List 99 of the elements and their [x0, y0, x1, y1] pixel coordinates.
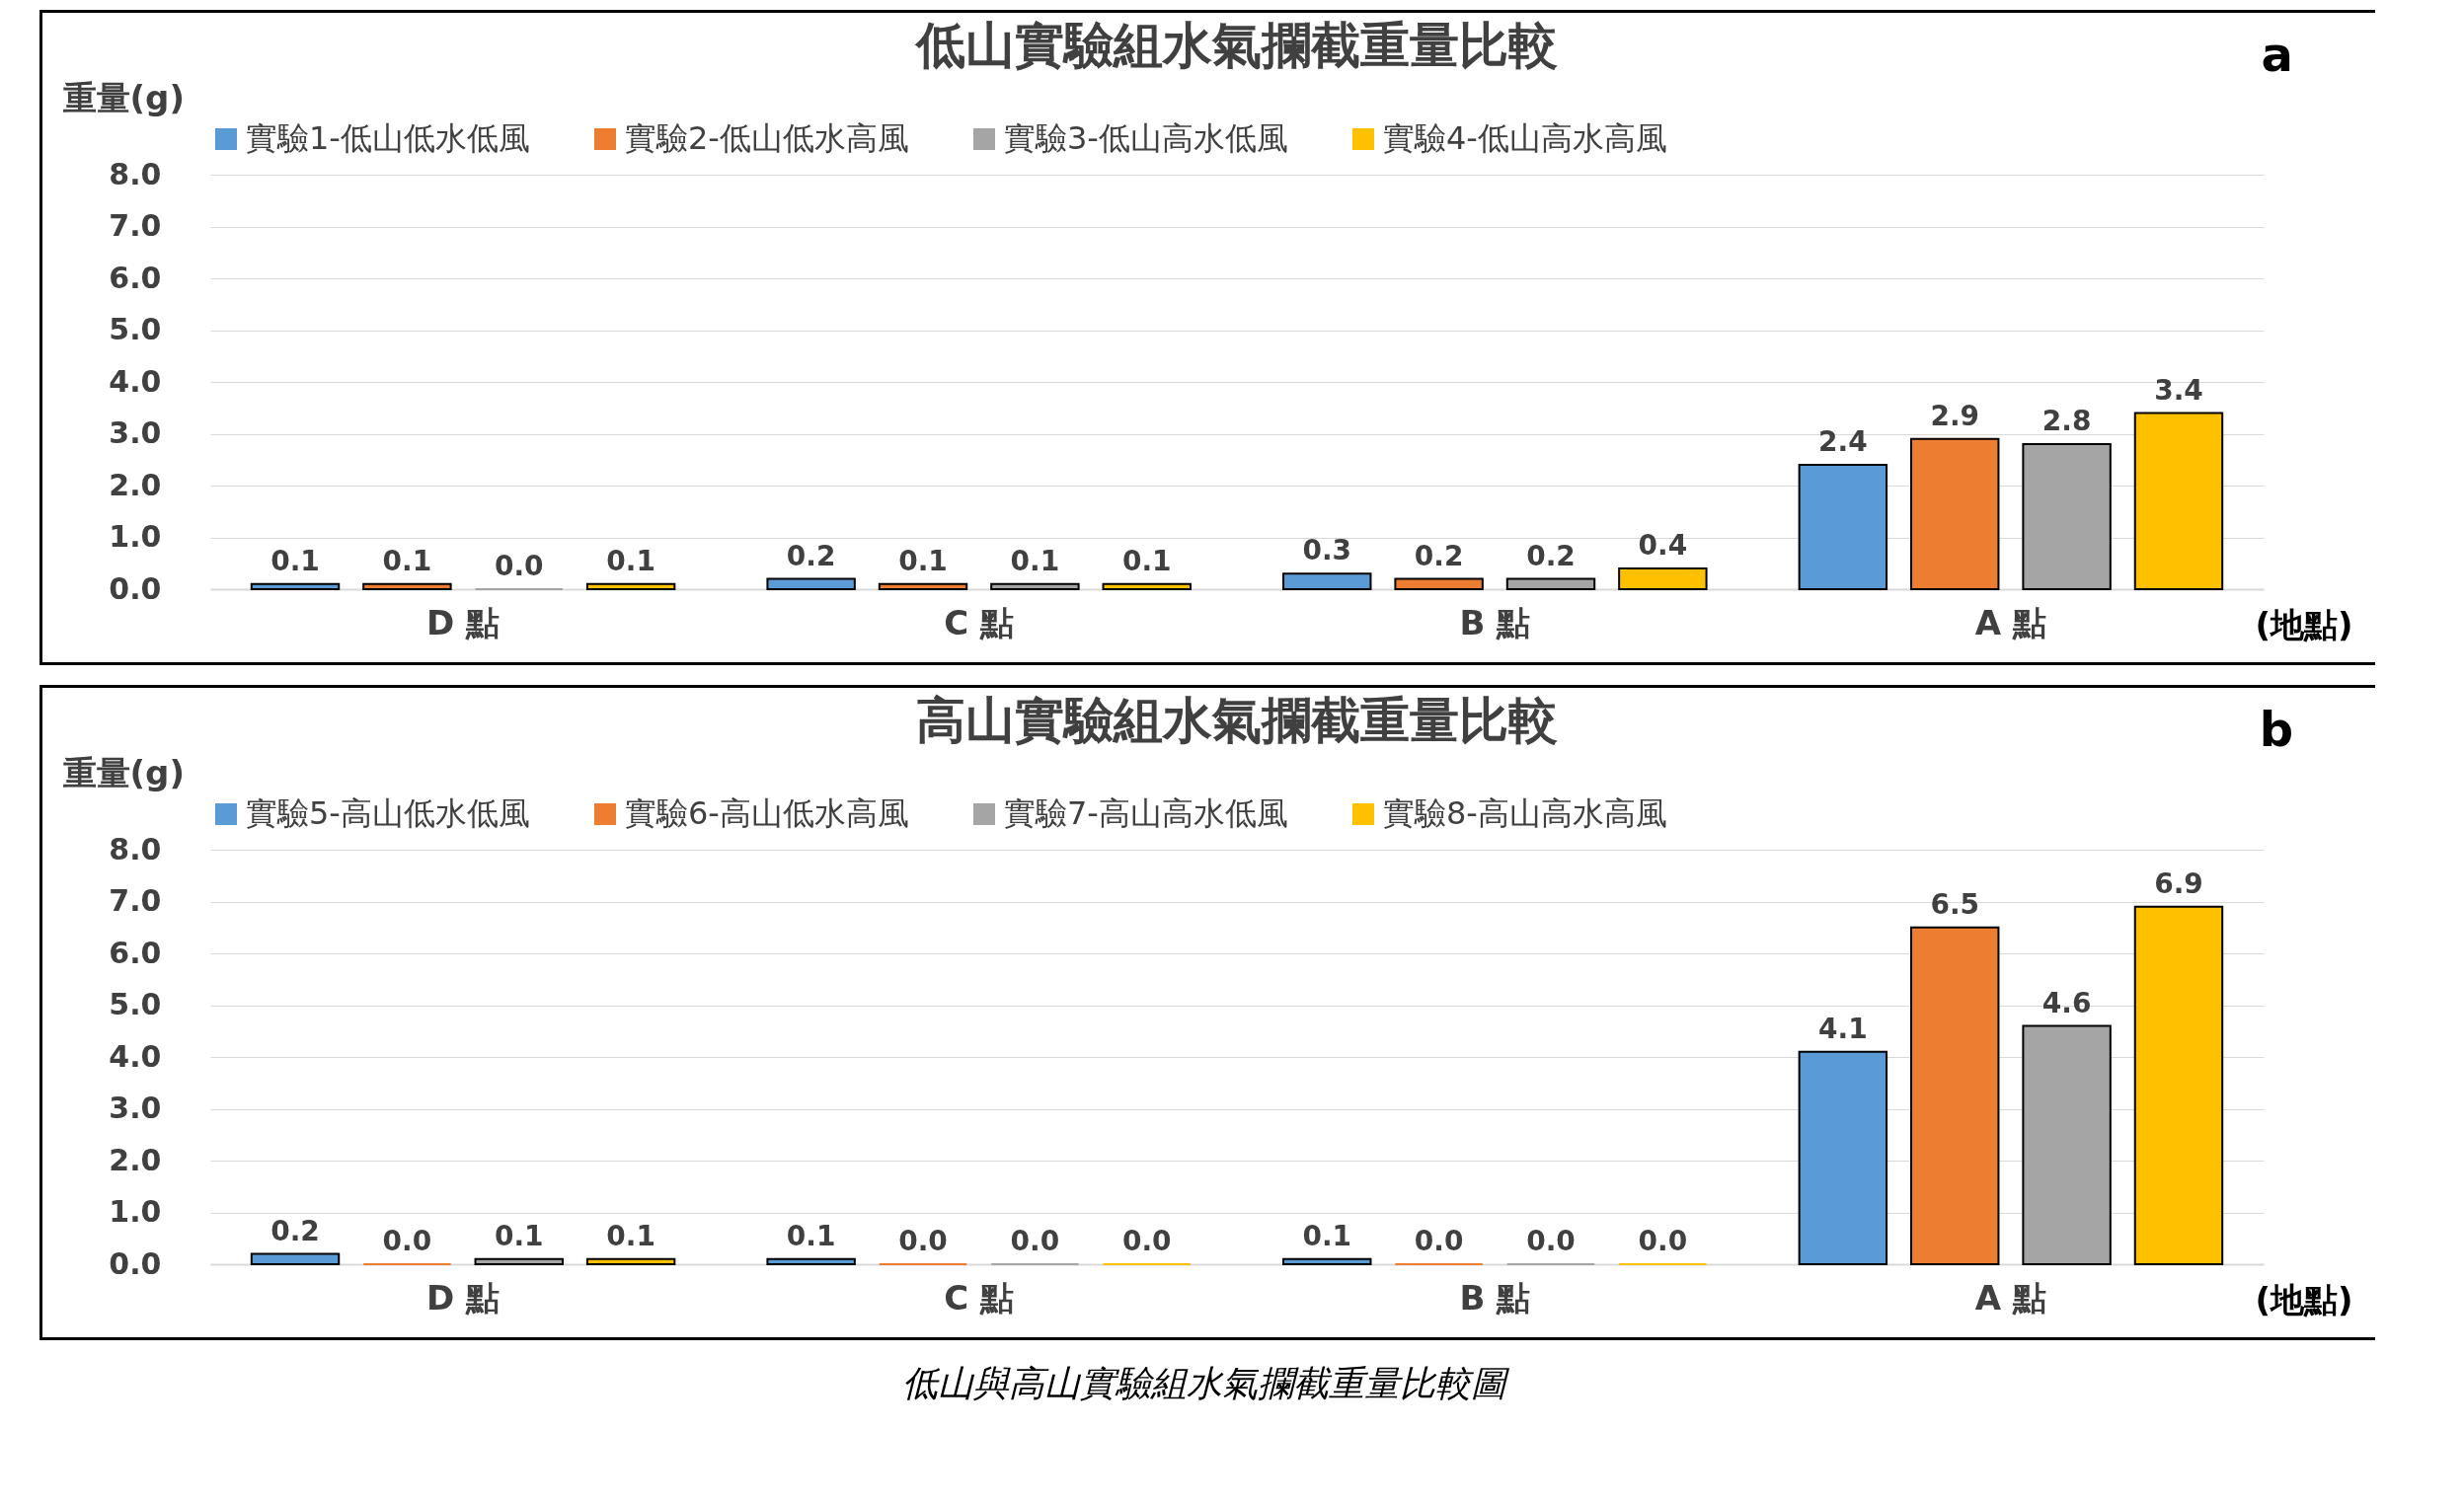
bar — [1282, 572, 1372, 590]
x-tick-label: D 點 — [426, 1277, 500, 1318]
x-tick-label: A 點 — [1974, 1277, 2046, 1318]
bar — [1910, 926, 2000, 1265]
y-tick-label: 5.0 — [109, 987, 162, 1021]
data-label: 0.3 — [1302, 534, 1352, 567]
x-axis-title: (地點) — [2255, 1279, 2353, 1319]
data-label: 4.1 — [1818, 1012, 1868, 1045]
data-label: 2.8 — [2041, 405, 2092, 437]
y-tick-label: 7.0 — [109, 883, 162, 918]
data-label: 0.0 — [1526, 1225, 1576, 1257]
y-axis-title: 重量(g) — [62, 752, 185, 792]
chart-title: 高山實驗組水氣攔截重量比較 — [916, 692, 1558, 749]
text: 低山與高山實驗組水氣攔截重量比較圖 — [901, 1362, 1510, 1405]
data-label: 0.1 — [606, 544, 655, 577]
y-tick-label: 2.0 — [109, 1142, 162, 1177]
x-tick-label: D 點 — [426, 602, 500, 642]
data-label: 0.1 — [1302, 1219, 1352, 1252]
y-tick-label: 1.0 — [109, 519, 162, 554]
x-tick-label: B 點 — [1459, 602, 1531, 642]
data-label: 0.4 — [1638, 529, 1688, 562]
legend-label: 實驗1-低山低水低風 — [246, 119, 530, 157]
x-tick-label: C 點 — [944, 602, 1015, 642]
bar — [250, 582, 341, 590]
data-label: 0.1 — [1121, 544, 1172, 577]
data-label: 0.1 — [606, 1219, 655, 1252]
x-tick-label: C 點 — [944, 1277, 1015, 1318]
legend-label: 實驗4-低山高水高風 — [1383, 119, 1667, 157]
data-label: 0.1 — [270, 544, 320, 577]
data-label: 4.6 — [2041, 986, 2092, 1019]
data-label: 0.1 — [786, 1219, 836, 1252]
bar — [1394, 577, 1484, 590]
bar — [766, 577, 856, 590]
legend-label: 實驗8-高山高水高風 — [1383, 794, 1667, 832]
y-tick-label: 7.0 — [109, 208, 162, 243]
data-label: 0.2 — [270, 1214, 320, 1247]
bar — [2133, 905, 2224, 1265]
data-label: 0.0 — [898, 1225, 948, 1257]
data-label: 0.0 — [494, 550, 544, 582]
bar — [1618, 567, 1708, 590]
y-tick-label: 0.0 — [109, 570, 162, 606]
data-label: 3.4 — [2154, 373, 2203, 407]
bar — [990, 582, 1080, 590]
data-label: 0.2 — [1414, 539, 1464, 572]
y-tick-label: 8.0 — [109, 156, 162, 191]
bar — [2133, 412, 2224, 590]
y-tick-label: 6.0 — [109, 935, 162, 970]
data-label: 0.1 — [1010, 544, 1060, 577]
bar — [1910, 437, 2000, 590]
text: a — [2261, 27, 2293, 82]
bar — [1798, 464, 1888, 590]
data-label: 0.0 — [382, 1225, 432, 1257]
y-tick-label: 5.0 — [109, 312, 162, 346]
bar — [585, 582, 676, 590]
bar — [362, 582, 452, 590]
data-label: 0.0 — [1121, 1225, 1172, 1257]
chart-title: 低山實驗組水氣攔截重量比較 — [914, 17, 1558, 74]
legend-label: 實驗3-低山高水低風 — [1004, 119, 1288, 157]
y-tick-label: 0.0 — [109, 1245, 162, 1281]
data-label: 0.1 — [494, 1219, 544, 1252]
y-tick-label: 3.0 — [109, 415, 162, 450]
data-label: 6.9 — [2154, 866, 2203, 900]
bar — [766, 1257, 856, 1265]
data-label: 0.2 — [1526, 539, 1576, 572]
y-tick-label: 4.0 — [109, 1038, 162, 1074]
bar — [2022, 443, 2112, 590]
y-axis-title: 重量(g) — [62, 77, 185, 117]
x-tick-label: A 點 — [1974, 602, 2046, 642]
data-label: 0.2 — [786, 539, 836, 572]
data-label: 2.9 — [1930, 399, 1980, 432]
x-axis-title: (地點) — [2255, 604, 2353, 644]
x-tick-label: B 點 — [1459, 1277, 1531, 1318]
data-label: 0.1 — [382, 544, 432, 577]
y-tick-label: 4.0 — [109, 363, 162, 399]
bar — [474, 1257, 564, 1265]
text: b — [2259, 702, 2293, 757]
bar — [1282, 1257, 1372, 1265]
legend-label: 實驗7-高山高水低風 — [1004, 794, 1288, 832]
data-label: 0.0 — [1414, 1225, 1464, 1257]
y-tick-label: 3.0 — [109, 1091, 162, 1125]
bar — [250, 1252, 341, 1265]
bar — [1798, 1050, 1888, 1265]
data-label: 6.5 — [1930, 887, 1980, 921]
bar — [1505, 577, 1596, 590]
y-tick-label: 6.0 — [109, 260, 162, 295]
y-tick-label: 2.0 — [109, 467, 162, 502]
legend-label: 實驗6-高山低水高風 — [625, 794, 909, 832]
bar — [878, 582, 968, 590]
data-label: 0.0 — [1010, 1225, 1060, 1257]
legend-label: 實驗2-低山低水高風 — [625, 119, 909, 157]
y-tick-label: 1.0 — [109, 1194, 162, 1229]
bar — [585, 1257, 676, 1265]
bar — [2022, 1024, 2112, 1265]
y-tick-label: 8.0 — [109, 831, 162, 866]
bar — [1102, 582, 1192, 590]
data-label: 0.0 — [1638, 1225, 1688, 1257]
data-label: 0.1 — [898, 544, 948, 577]
legend-label: 實驗5-高山低水低風 — [246, 794, 530, 832]
data-label: 2.4 — [1818, 425, 1868, 458]
